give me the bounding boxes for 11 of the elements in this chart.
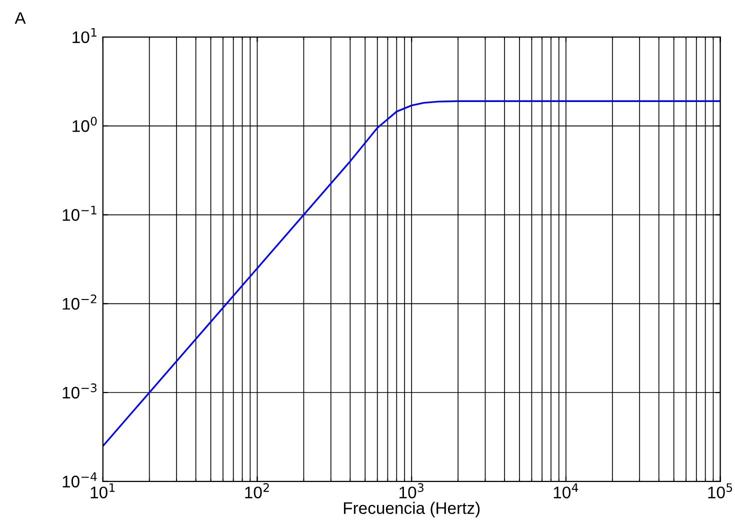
x-tick-label: 10$^{5}$: [708, 483, 732, 498]
x-tick-label: 10$^{2}$: [245, 483, 269, 498]
y-tick-label: 10$^{−3}$: [62, 383, 96, 399]
x-tick-label: 10$^{4}$: [554, 483, 578, 498]
x-axis-title: Frecuencia (Hertz): [344, 502, 480, 518]
y-tick-label: 10$^{−2}$: [62, 294, 96, 310]
x-tick-label: 10$^{3}$: [400, 483, 424, 498]
text: A: [14, 12, 26, 24]
y-tick-label: 10$^{0}$: [72, 116, 97, 132]
y-tick-label: 10$^{−1}$: [62, 206, 96, 221]
y-tick-label: 10$^{1}$: [72, 28, 96, 44]
